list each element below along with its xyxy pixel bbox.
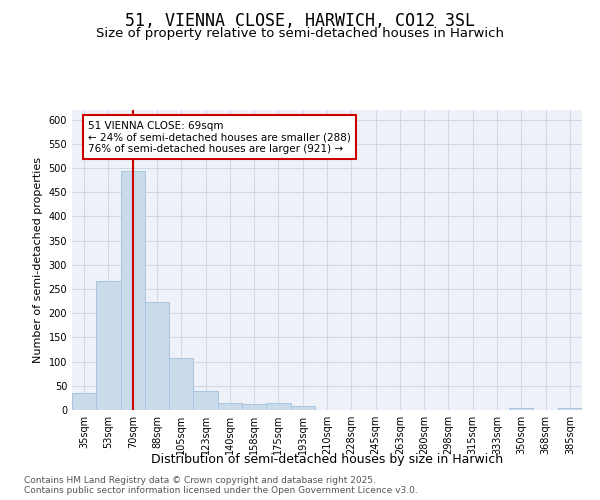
- Bar: [218, 402, 242, 410]
- Y-axis label: Number of semi-detached properties: Number of semi-detached properties: [33, 157, 43, 363]
- Bar: [558, 408, 582, 410]
- Bar: [266, 403, 290, 410]
- Text: Size of property relative to semi-detached houses in Harwich: Size of property relative to semi-detach…: [96, 28, 504, 40]
- Bar: [96, 281, 121, 410]
- Bar: [72, 393, 96, 410]
- Bar: [242, 404, 266, 410]
- Bar: [121, 172, 145, 410]
- Text: Contains HM Land Registry data © Crown copyright and database right 2025.
Contai: Contains HM Land Registry data © Crown c…: [24, 476, 418, 495]
- Bar: [290, 406, 315, 410]
- Bar: [193, 390, 218, 410]
- Bar: [145, 302, 169, 410]
- Bar: [169, 358, 193, 410]
- Bar: [509, 408, 533, 410]
- Text: 51 VIENNA CLOSE: 69sqm
← 24% of semi-detached houses are smaller (288)
76% of se: 51 VIENNA CLOSE: 69sqm ← 24% of semi-det…: [88, 120, 350, 154]
- Text: 51, VIENNA CLOSE, HARWICH, CO12 3SL: 51, VIENNA CLOSE, HARWICH, CO12 3SL: [125, 12, 475, 30]
- Text: Distribution of semi-detached houses by size in Harwich: Distribution of semi-detached houses by …: [151, 452, 503, 466]
